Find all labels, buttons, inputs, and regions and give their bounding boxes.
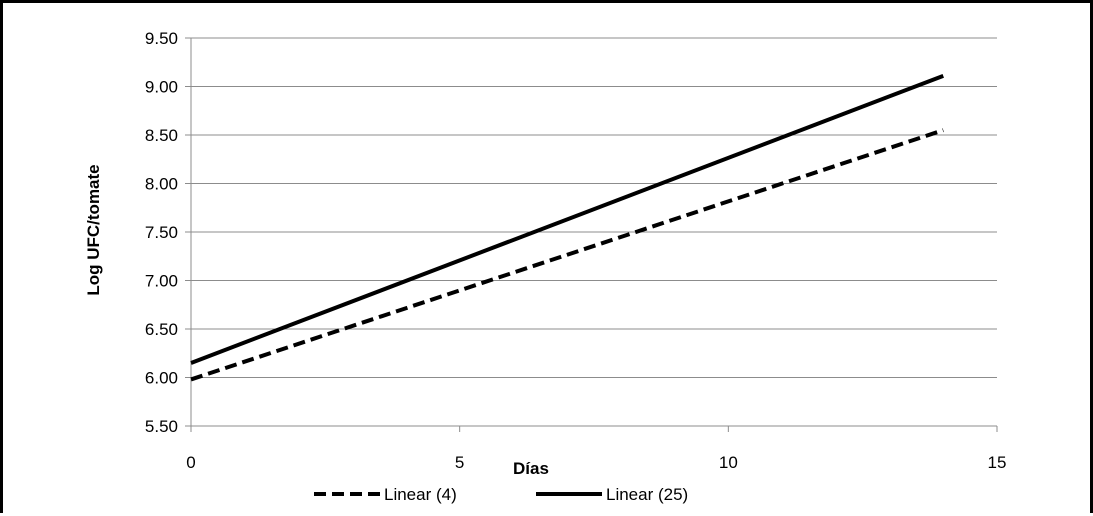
y-tick-label: 6.00 <box>145 369 178 388</box>
y-axis-label: Log UFC/tomate <box>84 164 103 295</box>
x-axis-label: Días <box>513 459 549 478</box>
y-tick-label: 7.50 <box>145 223 178 242</box>
y-tick-label: 6.50 <box>145 320 178 339</box>
y-tick-labels: 5.50 6.00 6.50 7.00 7.50 8.00 8.50 9.00 9.50 <box>145 29 178 436</box>
x-tick-label: 15 <box>988 453 1007 472</box>
y-tick-label: 9.50 <box>145 29 178 48</box>
y-tick-label: 8.50 <box>145 126 178 145</box>
y-tick-label: 7.00 <box>145 272 178 291</box>
legend-label: Linear (4) <box>384 485 457 504</box>
x-tick-label: 5 <box>455 453 464 472</box>
x-tick-label: 10 <box>719 453 738 472</box>
chart-svg: 5.50 6.00 6.50 7.00 7.50 8.00 8.50 9.00 9.50 0 5 1… <box>84 29 1006 504</box>
y-tick-label: 9.00 <box>145 78 178 97</box>
y-tick-label: 5.50 <box>145 417 178 436</box>
legend: Linear (4) Linear (25) <box>314 485 688 504</box>
x-tick-labels: 0 5 10 15 <box>186 453 1006 472</box>
series-line-1 <box>190 73 944 365</box>
series-lines <box>190 73 944 382</box>
axes <box>190 38 998 432</box>
gridlines <box>185 37 997 427</box>
y-tick-label: 8.00 <box>145 175 178 194</box>
series-line-0 <box>190 128 944 382</box>
x-tick-label: 0 <box>186 453 195 472</box>
legend-label: Linear (25) <box>606 485 688 504</box>
